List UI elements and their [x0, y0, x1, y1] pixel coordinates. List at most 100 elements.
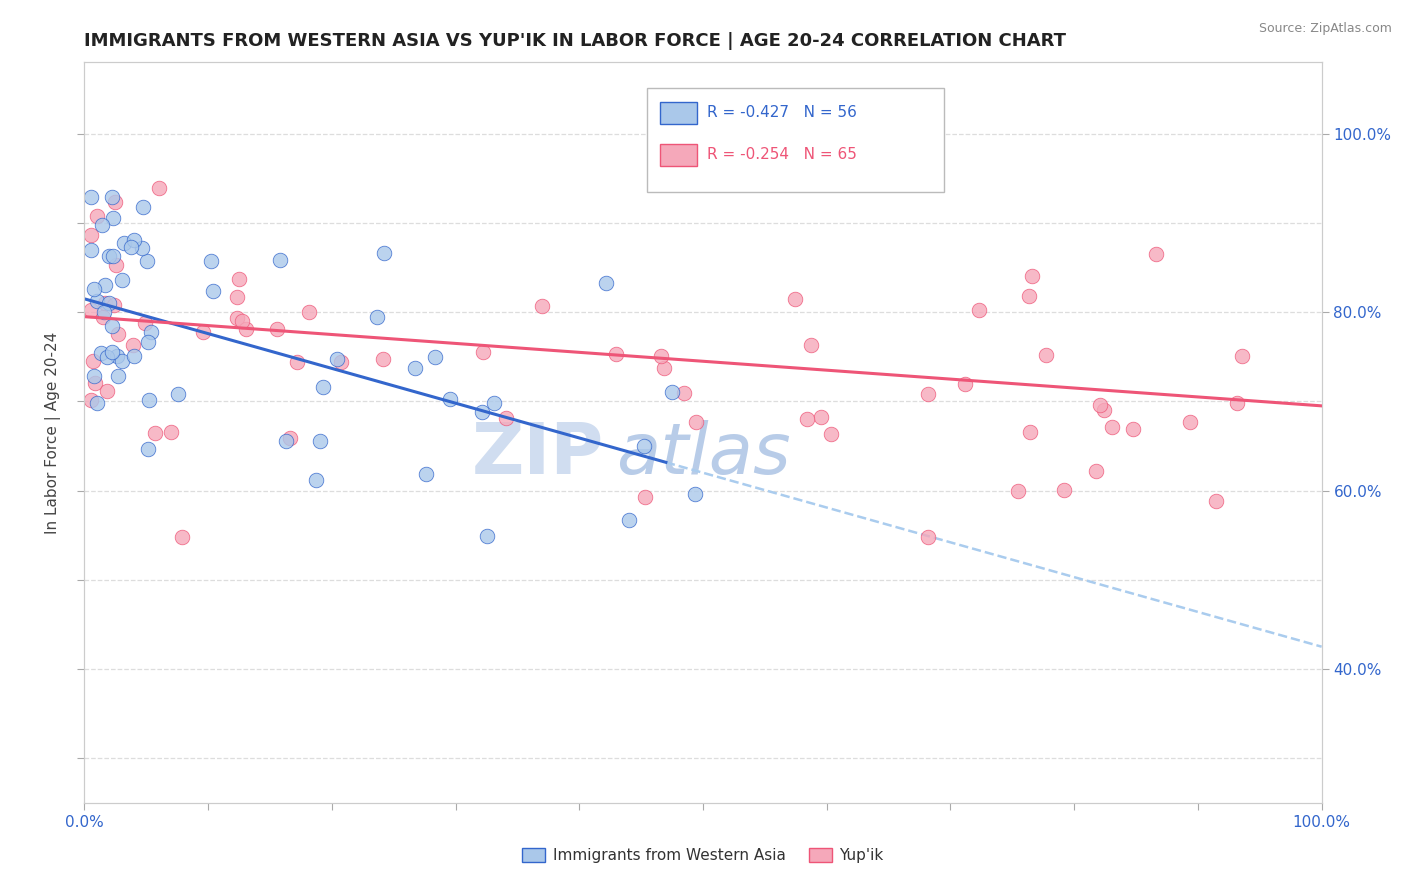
Point — [472, 344, 495, 359]
Point — [104, 194, 127, 209]
Point — [235, 322, 257, 336]
Text: IMMIGRANTS FROM WESTERN ASIA VS YUP'IK IN LABOR FORCE | AGE 20-24 CORRELATION CH: IMMIGRANTS FROM WESTERN ASIA VS YUP'IK I… — [84, 32, 1066, 50]
Point — [1205, 493, 1227, 508]
Point — [159, 425, 181, 439]
Point — [79, 393, 101, 408]
Point — [86, 293, 108, 308]
Point — [139, 325, 162, 339]
Point — [278, 431, 301, 445]
Point — [312, 380, 335, 394]
Point — [96, 351, 118, 365]
Point — [143, 426, 166, 441]
Point — [366, 310, 388, 324]
Point — [274, 434, 297, 448]
Point — [287, 354, 309, 368]
Point — [439, 392, 461, 407]
Point — [633, 439, 655, 453]
Point — [136, 334, 159, 349]
Point — [1007, 484, 1029, 499]
Point — [1053, 483, 1076, 497]
Point — [83, 369, 105, 384]
Point — [225, 311, 247, 326]
Point — [495, 411, 517, 425]
Point — [672, 386, 695, 401]
Point — [1018, 425, 1040, 440]
Point — [82, 354, 104, 368]
Point — [531, 299, 554, 313]
Point — [471, 405, 494, 419]
Point — [98, 296, 121, 310]
Text: R = -0.427   N = 56: R = -0.427 N = 56 — [707, 105, 856, 120]
Point — [112, 236, 135, 251]
Point — [953, 377, 976, 392]
Point — [1122, 422, 1144, 436]
Point — [1092, 402, 1115, 417]
Point — [1035, 349, 1057, 363]
Legend: Immigrants from Western Asia, Yup'ik: Immigrants from Western Asia, Yup'ik — [516, 842, 890, 869]
Point — [107, 369, 129, 384]
Point — [309, 434, 332, 448]
Point — [304, 473, 326, 487]
Point — [193, 325, 215, 339]
Point — [330, 355, 353, 369]
Point — [136, 442, 159, 457]
Point — [83, 282, 105, 296]
Point — [652, 361, 675, 376]
Point — [1101, 420, 1123, 434]
FancyBboxPatch shape — [647, 88, 945, 192]
Point — [101, 249, 124, 263]
Point — [917, 387, 939, 401]
Point — [94, 278, 117, 293]
Point — [1021, 268, 1043, 283]
Point — [661, 385, 683, 400]
Point — [1178, 415, 1201, 429]
Point — [86, 395, 108, 409]
Bar — [659, 144, 697, 166]
Point — [94, 295, 117, 310]
Point — [202, 284, 225, 298]
Point — [105, 349, 128, 363]
Point — [820, 426, 842, 441]
Point — [134, 316, 156, 330]
Point — [1225, 396, 1247, 410]
Point — [93, 305, 115, 319]
Point — [79, 243, 101, 257]
Point — [226, 290, 249, 304]
Point — [136, 253, 159, 268]
Point — [298, 305, 321, 319]
Point — [1230, 349, 1253, 363]
Point — [200, 253, 222, 268]
Point — [120, 240, 142, 254]
Point — [111, 354, 134, 368]
Point — [917, 530, 939, 544]
Point — [122, 338, 145, 352]
Point — [326, 351, 349, 366]
Point — [685, 415, 707, 429]
Text: atlas: atlas — [616, 420, 792, 490]
Text: ZIP: ZIP — [472, 420, 605, 490]
Point — [1144, 247, 1167, 261]
Point — [634, 491, 657, 505]
Point — [783, 292, 806, 306]
Point — [404, 361, 426, 376]
Point — [148, 180, 170, 194]
Point — [167, 386, 190, 401]
Point — [595, 277, 617, 291]
Point — [228, 272, 250, 286]
Point — [122, 349, 145, 363]
Point — [482, 395, 505, 409]
Point — [96, 384, 118, 398]
Point — [101, 319, 124, 334]
Point — [810, 409, 832, 424]
Point — [90, 346, 112, 360]
Point — [371, 352, 394, 367]
Point — [1018, 289, 1040, 303]
Point — [477, 529, 499, 543]
Point — [1090, 398, 1112, 412]
Point — [111, 273, 134, 287]
Point — [266, 321, 288, 335]
Point — [373, 245, 395, 260]
Point — [170, 530, 193, 544]
Point — [98, 249, 121, 263]
Point — [100, 190, 122, 204]
